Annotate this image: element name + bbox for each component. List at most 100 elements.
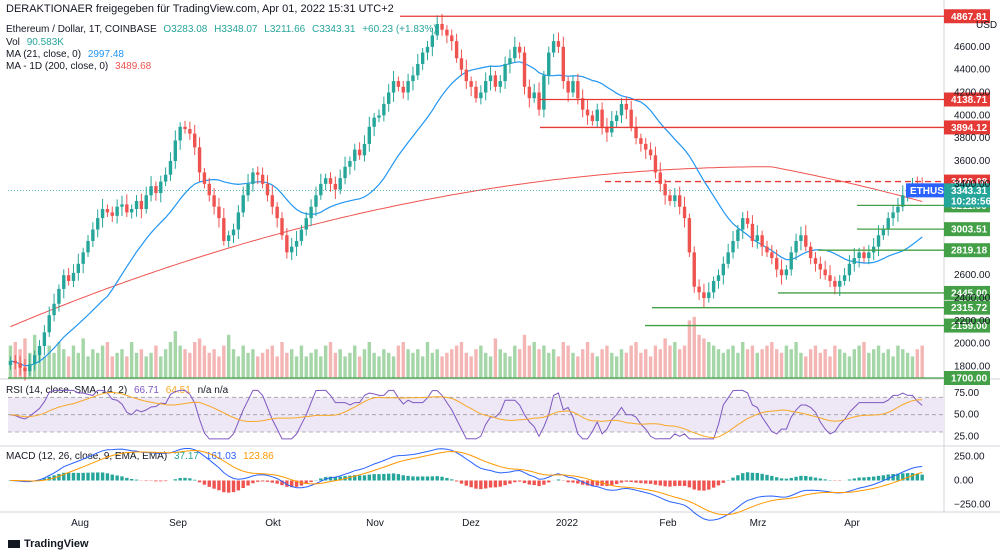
candle — [154, 181, 158, 201]
candle — [333, 176, 338, 199]
candle — [610, 111, 614, 138]
candle — [372, 113, 376, 137]
candle — [566, 76, 570, 102]
candle — [387, 83, 391, 112]
volume-bar — [440, 356, 444, 378]
volume-bar — [401, 342, 405, 378]
candle — [682, 196, 687, 228]
macd-hist-bar — [813, 477, 818, 481]
volume-bar — [115, 352, 119, 378]
volume-bar — [231, 349, 236, 378]
macd-hist-bar — [280, 480, 284, 486]
svg-text:4138.71: 4138.71 — [951, 95, 988, 106]
svg-text:ETHUSD: ETHUSD — [910, 186, 951, 197]
price-axis-tick: 4000.00 — [954, 110, 991, 121]
ma200-line — [10, 166, 923, 328]
candle — [561, 36, 565, 89]
macd-hist-bar — [736, 475, 740, 481]
svg-text:1700.00: 1700.00 — [951, 374, 988, 385]
volume-bar — [425, 342, 430, 378]
support-tag: 2315.72 — [944, 300, 990, 315]
macd-hist-bar — [653, 480, 658, 485]
macd-hist-bar — [595, 480, 599, 486]
candle — [624, 96, 629, 120]
rsi-na-value: n/a n/a — [197, 385, 229, 396]
candle — [348, 156, 352, 175]
macd-hist-bar — [867, 477, 871, 481]
macd-hist-bar — [731, 477, 735, 481]
price-axis-tick: 3800.00 — [954, 133, 991, 144]
candle — [23, 359, 27, 381]
candle — [527, 79, 532, 108]
volume-bar — [285, 352, 289, 378]
volume-bar — [629, 345, 633, 378]
ma21-line — [10, 61, 923, 367]
volume-bar — [755, 352, 759, 378]
candle — [362, 135, 367, 162]
macd-hist-bar — [881, 475, 886, 481]
candle — [658, 162, 662, 192]
close-value: C3343.31 — [312, 24, 356, 35]
macd-hist-bar — [411, 476, 415, 481]
macd-hist-bar — [226, 480, 231, 493]
volume-bar — [120, 349, 124, 378]
macd-hist-bar — [876, 475, 881, 481]
macd-hist-bar — [71, 472, 76, 481]
volume-bar — [396, 345, 401, 378]
volume-bar — [590, 352, 595, 378]
candle — [115, 199, 119, 224]
macd-hist-bar — [484, 480, 488, 489]
candle — [328, 172, 333, 192]
macd-hist-bar — [270, 480, 275, 483]
support-tag: 3003.51 — [944, 222, 990, 237]
volume-bar — [23, 338, 27, 378]
macd-hist-bar — [716, 480, 721, 486]
time-axis-tick: Okt — [265, 518, 281, 529]
volume-bar — [551, 349, 556, 378]
volume-bar — [353, 345, 357, 378]
volume-bar — [435, 349, 439, 378]
macd-hist-bar — [692, 480, 696, 490]
time-axis-tick: Feb — [659, 518, 677, 529]
rsi-line — [10, 389, 923, 440]
volume-bar — [163, 349, 168, 378]
candle — [323, 173, 328, 191]
candle — [338, 169, 342, 195]
svg-text:2819.18: 2819.18 — [951, 246, 988, 257]
candle — [231, 223, 236, 244]
macd-hist-bar — [246, 480, 250, 486]
candle — [896, 198, 900, 222]
volume-bar — [644, 349, 648, 378]
macd-hist-bar — [474, 480, 478, 489]
volume-bar — [823, 349, 827, 378]
macd-signal-line — [10, 449, 923, 516]
candle — [129, 204, 134, 219]
candle — [857, 247, 861, 268]
candle — [314, 186, 318, 217]
macd-hist-bar — [697, 480, 701, 491]
candle — [648, 142, 653, 160]
candle — [513, 36, 517, 63]
macd-hist-bar — [372, 474, 376, 481]
candle — [241, 186, 245, 217]
volume-bar — [212, 349, 216, 378]
candle — [522, 46, 527, 95]
candle — [212, 187, 216, 215]
candle — [8, 356, 13, 370]
volume-bar — [62, 349, 66, 378]
volume-bar — [367, 342, 372, 378]
volume-bar — [290, 349, 294, 378]
candle — [745, 210, 750, 229]
candle — [585, 99, 590, 125]
macd-hist-bar — [222, 480, 226, 493]
candle — [168, 152, 173, 181]
svg-text:2315.72: 2315.72 — [951, 303, 988, 314]
volume-bar — [818, 352, 823, 378]
resistance-tag: 4138.71 — [944, 92, 990, 107]
macd-hist-bar — [862, 477, 866, 481]
candle — [76, 253, 81, 281]
volume-bar — [149, 352, 153, 378]
candle — [197, 137, 202, 182]
volume-bar — [522, 334, 527, 378]
